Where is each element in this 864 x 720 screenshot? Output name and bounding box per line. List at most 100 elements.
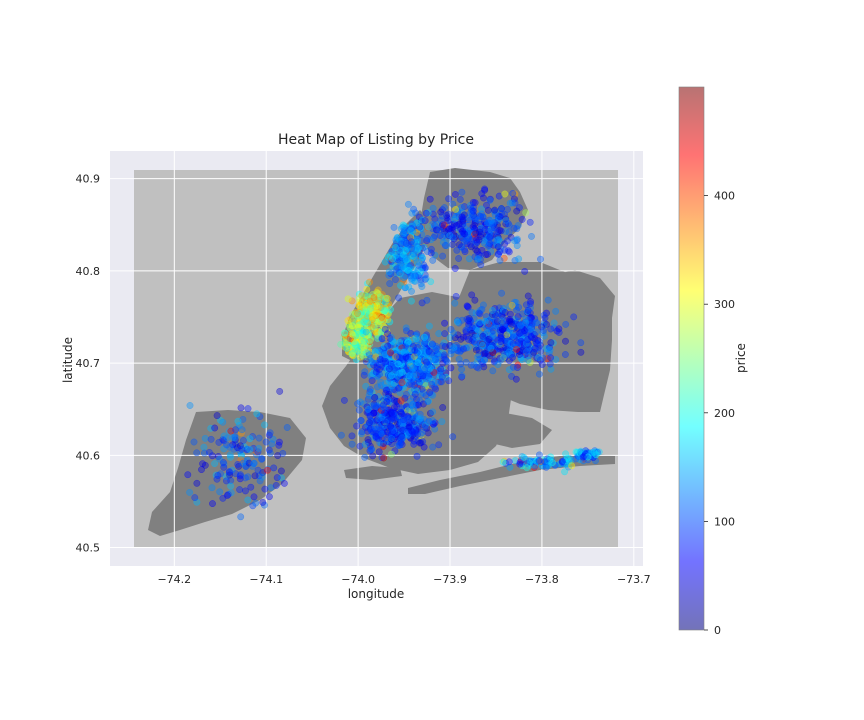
- scatter-point: [490, 237, 498, 245]
- colorbar-tick-label: 0: [714, 624, 721, 637]
- scatter-point: [504, 337, 512, 345]
- scatter-point: [390, 413, 398, 421]
- scatter-point: [441, 242, 449, 249]
- scatter-point: [477, 261, 485, 269]
- scatter-point: [508, 199, 516, 207]
- scatter-point: [435, 441, 443, 449]
- scatter-point: [416, 223, 424, 231]
- scatter-point: [515, 204, 523, 212]
- scatter-point: [497, 356, 505, 364]
- scatter-point: [528, 324, 535, 332]
- scatter-point: [381, 298, 389, 306]
- scatter-point: [273, 474, 281, 482]
- x-tick-label: −74.2: [157, 573, 191, 586]
- scatter-point: [377, 293, 384, 301]
- scatter-point: [451, 215, 459, 223]
- scatter-point: [387, 422, 395, 430]
- scatter-point: [542, 463, 550, 471]
- colorbar-tick-label: 300: [714, 298, 735, 311]
- scatter-point: [392, 244, 399, 252]
- scatter-point: [279, 449, 287, 457]
- scatter-point: [505, 222, 513, 229]
- scatter-point: [528, 232, 535, 240]
- scatter-point: [387, 349, 395, 357]
- scatter-point: [464, 302, 471, 310]
- scatter-point: [577, 348, 585, 356]
- scatter-point: [348, 297, 356, 305]
- scatter-point: [484, 250, 491, 258]
- scatter-point: [223, 492, 231, 499]
- scatter-point: [570, 313, 578, 321]
- scatter-point: [395, 384, 403, 392]
- scatter-point: [472, 333, 480, 341]
- scatter-point: [531, 462, 539, 470]
- scatter-point: [479, 342, 487, 349]
- scatter-point: [244, 405, 252, 413]
- scatter-point: [238, 445, 246, 453]
- scatter-point: [438, 378, 445, 386]
- scatter-point: [421, 424, 429, 432]
- scatter-point: [405, 267, 413, 274]
- chart-title: Heat Map of Listing by Price: [278, 132, 474, 148]
- scatter-point: [354, 310, 361, 318]
- scatter-point: [572, 455, 580, 463]
- scatter-point: [494, 216, 502, 224]
- scatter-point: [447, 347, 455, 355]
- scatter-point: [394, 264, 401, 272]
- scatter-point: [370, 294, 378, 301]
- scatter-point: [353, 422, 361, 430]
- scatter-point: [457, 225, 465, 233]
- scatter-point: [459, 214, 467, 222]
- scatter-point: [504, 247, 512, 255]
- scatter-point: [239, 459, 247, 467]
- scatter-point: [369, 307, 376, 314]
- scatter-point: [425, 347, 433, 355]
- scatter-point: [483, 201, 490, 209]
- scatter-point: [357, 417, 365, 424]
- scatter-point: [447, 364, 455, 372]
- scatter-point: [418, 283, 426, 290]
- scatter-point: [421, 264, 429, 272]
- scatter-point: [276, 387, 284, 395]
- scatter-point: [438, 342, 446, 350]
- scatter-point: [472, 229, 480, 237]
- scatter-point: [521, 267, 529, 275]
- scatter-point: [231, 434, 239, 442]
- scatter-point: [416, 439, 424, 447]
- scatter-point: [388, 435, 395, 442]
- scatter-point: [407, 227, 415, 235]
- scatter-point: [478, 205, 485, 213]
- y-tick-label: 40.6: [76, 449, 101, 462]
- scatter-point: [403, 327, 410, 335]
- scatter-point: [417, 280, 425, 288]
- scatter-point: [467, 243, 475, 251]
- colorbar-label: price: [734, 343, 748, 373]
- scatter-point: [562, 320, 570, 328]
- scatter-point: [252, 499, 260, 507]
- scatter-point: [526, 300, 534, 308]
- scatter-point: [476, 228, 483, 236]
- land-queens-east: [548, 270, 615, 318]
- x-tick-label: −74.1: [249, 573, 283, 586]
- scatter-point: [366, 412, 374, 420]
- scatter-point: [424, 223, 432, 231]
- scatter-point: [402, 353, 410, 361]
- scatter-point: [514, 313, 522, 321]
- scatter-point: [445, 195, 453, 203]
- scatter-point: [452, 292, 460, 300]
- scatter-point: [515, 303, 523, 311]
- scatter-point: [359, 330, 367, 338]
- scatter-point: [506, 199, 514, 207]
- scatter-point: [391, 276, 399, 284]
- scatter-point: [261, 485, 269, 493]
- scatter-point: [405, 405, 413, 413]
- colorbar-gradient: [679, 87, 704, 630]
- scatter-point: [473, 236, 480, 244]
- scatter-point: [500, 254, 508, 262]
- scatter-point: [568, 462, 576, 470]
- scatter-point: [352, 341, 359, 349]
- scatter-point: [439, 221, 446, 229]
- scatter-point: [384, 342, 392, 350]
- scatter-point: [413, 452, 421, 460]
- scatter-point: [186, 402, 194, 409]
